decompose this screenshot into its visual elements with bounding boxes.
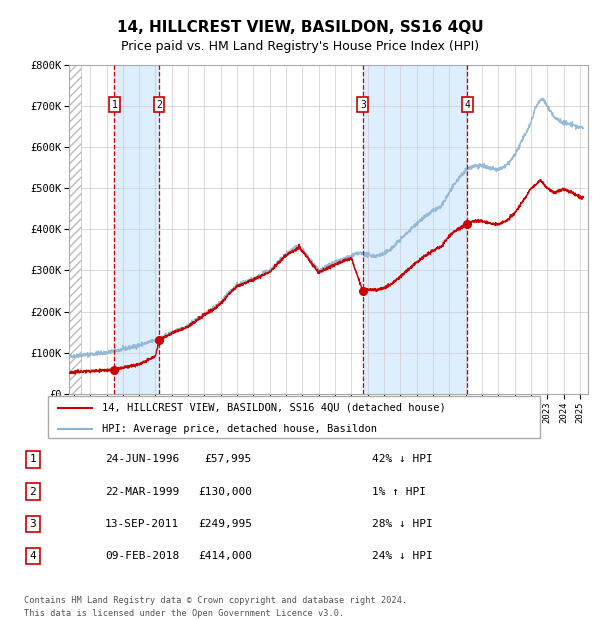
Text: 22-MAR-1999: 22-MAR-1999 [105,487,179,497]
Text: 3: 3 [29,519,37,529]
Text: 42% ↓ HPI: 42% ↓ HPI [372,454,433,464]
Text: 4: 4 [29,551,37,561]
Text: HPI: Average price, detached house, Basildon: HPI: Average price, detached house, Basi… [102,424,377,434]
Text: 4: 4 [464,100,470,110]
Text: Price paid vs. HM Land Registry's House Price Index (HPI): Price paid vs. HM Land Registry's House … [121,40,479,53]
FancyBboxPatch shape [48,396,540,438]
Text: 1% ↑ HPI: 1% ↑ HPI [372,487,426,497]
Text: 24% ↓ HPI: 24% ↓ HPI [372,551,433,561]
Text: 09-FEB-2018: 09-FEB-2018 [105,551,179,561]
Text: 14, HILLCREST VIEW, BASILDON, SS16 4QU (detached house): 14, HILLCREST VIEW, BASILDON, SS16 4QU (… [102,403,446,413]
Text: £249,995: £249,995 [198,519,252,529]
Bar [363,65,467,394]
Text: £130,000: £130,000 [198,487,252,497]
Text: 1: 1 [112,100,117,110]
Text: 3: 3 [360,100,366,110]
Text: 28% ↓ HPI: 28% ↓ HPI [372,519,433,529]
Text: This data is licensed under the Open Government Licence v3.0.: This data is licensed under the Open Gov… [24,609,344,618]
Text: £57,995: £57,995 [205,454,252,464]
Text: 13-SEP-2011: 13-SEP-2011 [105,519,179,529]
Text: £414,000: £414,000 [198,551,252,561]
Text: Contains HM Land Registry data © Crown copyright and database right 2024.: Contains HM Land Registry data © Crown c… [24,596,407,604]
Text: 1: 1 [29,454,37,464]
Text: 24-JUN-1996: 24-JUN-1996 [105,454,179,464]
Bar [115,65,159,394]
Text: 2: 2 [29,487,37,497]
Text: 14, HILLCREST VIEW, BASILDON, SS16 4QU: 14, HILLCREST VIEW, BASILDON, SS16 4QU [116,20,484,35]
Text: 2: 2 [156,100,162,110]
